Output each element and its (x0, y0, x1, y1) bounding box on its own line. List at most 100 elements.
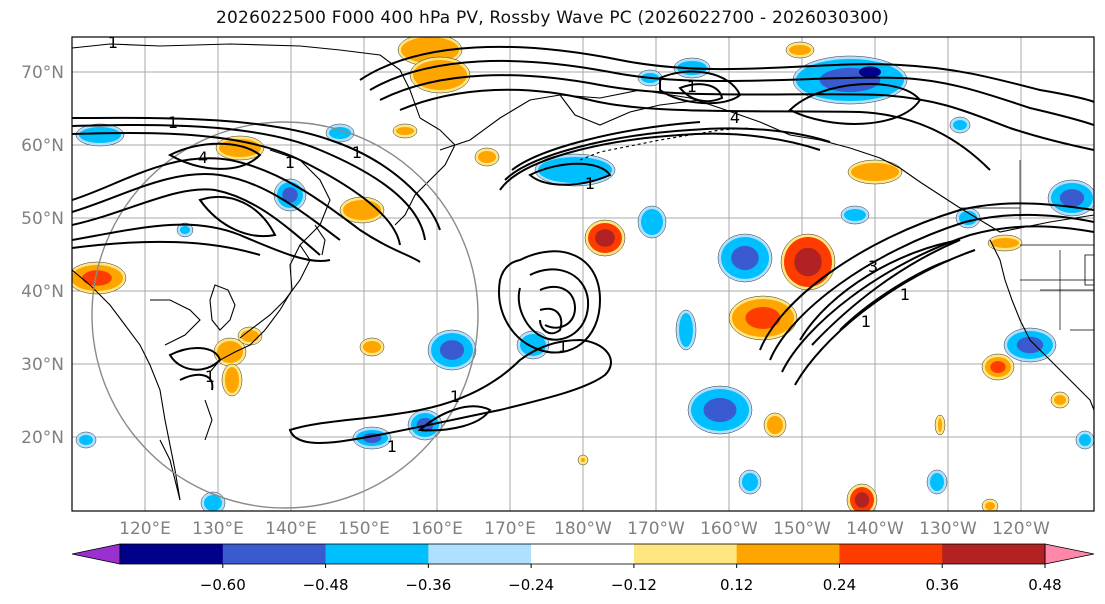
colorbar-tick-label: −0.36 (405, 576, 451, 594)
anomaly-blob (577, 454, 589, 466)
lat-label: 30°N (21, 355, 64, 375)
anomaly-blob (687, 385, 753, 435)
lat-label: 40°N (21, 282, 64, 302)
anomaly-blob (981, 353, 1015, 381)
colorbar-segment (736, 544, 840, 564)
colorbar-segment (633, 544, 738, 564)
anomaly-blob (534, 153, 616, 187)
anomaly-blob (359, 337, 385, 357)
colorbar-segment (222, 544, 327, 564)
anomaly-blob (780, 233, 836, 291)
anomaly-blob (474, 147, 500, 167)
contour-label: 1 (861, 312, 871, 331)
lat-label: 60°N (21, 136, 64, 156)
colorbar-segment (839, 544, 943, 564)
anomaly-blob (352, 426, 392, 450)
contour-label: 1 (205, 367, 215, 386)
contour-label: 1 (352, 143, 362, 162)
contour-label: 4 (730, 108, 740, 127)
lon-label: 140°W (846, 519, 904, 539)
colorbar-segment (428, 544, 532, 564)
colorbar-tick-label: −0.60 (200, 576, 246, 594)
anomaly-blob (949, 116, 971, 134)
lat-label: 20°N (21, 428, 64, 448)
contour-label: 1 (558, 337, 568, 356)
colorbar (71, 543, 1095, 565)
anomaly-blob (859, 66, 881, 78)
colorbar-extend-high (1044, 543, 1095, 565)
colorbar-tick-label: −0.12 (611, 576, 657, 594)
lat-label: 70°N (21, 63, 64, 83)
anomaly-blob (637, 205, 667, 239)
lon-label: 160°E (411, 519, 463, 539)
colorbar-segment (531, 544, 635, 564)
anomaly-blob (728, 295, 798, 341)
colorbar-tick-label: 0.12 (720, 576, 753, 594)
anomaly-blob (221, 363, 243, 397)
lon-label: 150°W (773, 519, 831, 539)
anomaly-blob (1003, 327, 1057, 363)
anomaly-blob (1047, 179, 1094, 217)
colorbar-segment (120, 544, 224, 564)
contour-label: 1 (687, 77, 697, 96)
lon-label: 170°W (627, 519, 685, 539)
contour-label: 3 (868, 257, 878, 276)
lon-label: 140°E (265, 519, 317, 539)
lon-label: 170°E (484, 519, 536, 539)
longitude-labels: 120°E 130°E 140°E 150°E 160°E 170°E 180°W 170°W… (119, 519, 1050, 539)
anomaly-blob (213, 337, 247, 367)
anomaly-blob (75, 431, 97, 449)
anomaly-blob (273, 178, 307, 212)
anomaly-blob (934, 414, 946, 436)
lat-label: 50°N (21, 209, 64, 229)
latitude-labels: 70°N 60°N 50°N 40°N 30°N 20°N (21, 63, 64, 448)
anomaly-blob (675, 309, 697, 351)
anomaly-blob (75, 123, 125, 147)
anomaly-blob (516, 330, 550, 360)
lon-label: 160°W (700, 519, 758, 539)
pv-anomaly-shading (72, 37, 1094, 511)
lon-label: 180°W (554, 519, 612, 539)
contour-label: 1 (108, 33, 118, 52)
anomaly-blob (427, 329, 477, 371)
anomaly-blob (763, 412, 787, 438)
anomaly-blob (987, 234, 1023, 252)
anomaly-blob (785, 41, 815, 59)
contour-label: 1 (387, 437, 397, 456)
lon-label: 130°E (192, 519, 244, 539)
anomaly-blob (1075, 430, 1094, 450)
anomaly-blob (847, 159, 903, 185)
anomaly-blob (840, 205, 870, 225)
anomaly-blob (846, 483, 878, 511)
contour-label: 1 (285, 153, 295, 172)
lon-label: 120°W (992, 519, 1050, 539)
contour-labels: 1 1 4 1 1 1 1 1 1 1 4 1 3 1 1 (108, 33, 910, 456)
lon-label: 130°W (919, 519, 977, 539)
anomaly-blob (215, 135, 265, 161)
great-circle-outline (91, 121, 479, 509)
colorbar-segment (325, 544, 429, 564)
anomaly-blob (981, 498, 999, 511)
colorbar-tick-label: 0.48 (1028, 576, 1061, 594)
colorbar-tick-label: −0.48 (303, 576, 349, 594)
map-frame (71, 36, 1095, 512)
colorbar-extend-low (71, 543, 121, 565)
anomaly-blob (176, 222, 194, 238)
map-title: 2026022500 F000 400 hPa PV, Rossby Wave … (216, 8, 889, 28)
contour-label: 1 (900, 285, 910, 304)
anomaly-blob (72, 261, 127, 295)
contour-label: 1 (168, 113, 178, 132)
contour-label: 4 (198, 148, 208, 167)
colorbar-ticks: −0.60 −0.48 −0.36 −0.24 −0.12 0.12 0.24 0.36 0.4… (200, 564, 1062, 594)
colorbar-tick-label: −0.24 (508, 576, 554, 594)
anomaly-blob (717, 233, 773, 283)
lon-label: 150°E (338, 519, 390, 539)
anomaly-blob (738, 469, 762, 495)
colorbar-tick-label: 0.36 (926, 576, 959, 594)
anomaly-blob (392, 123, 418, 139)
anomaly-blob (1050, 391, 1070, 409)
colorbar-segment (942, 544, 1046, 564)
pv-contours (72, 45, 1094, 444)
contour-label: 1 (450, 387, 460, 406)
